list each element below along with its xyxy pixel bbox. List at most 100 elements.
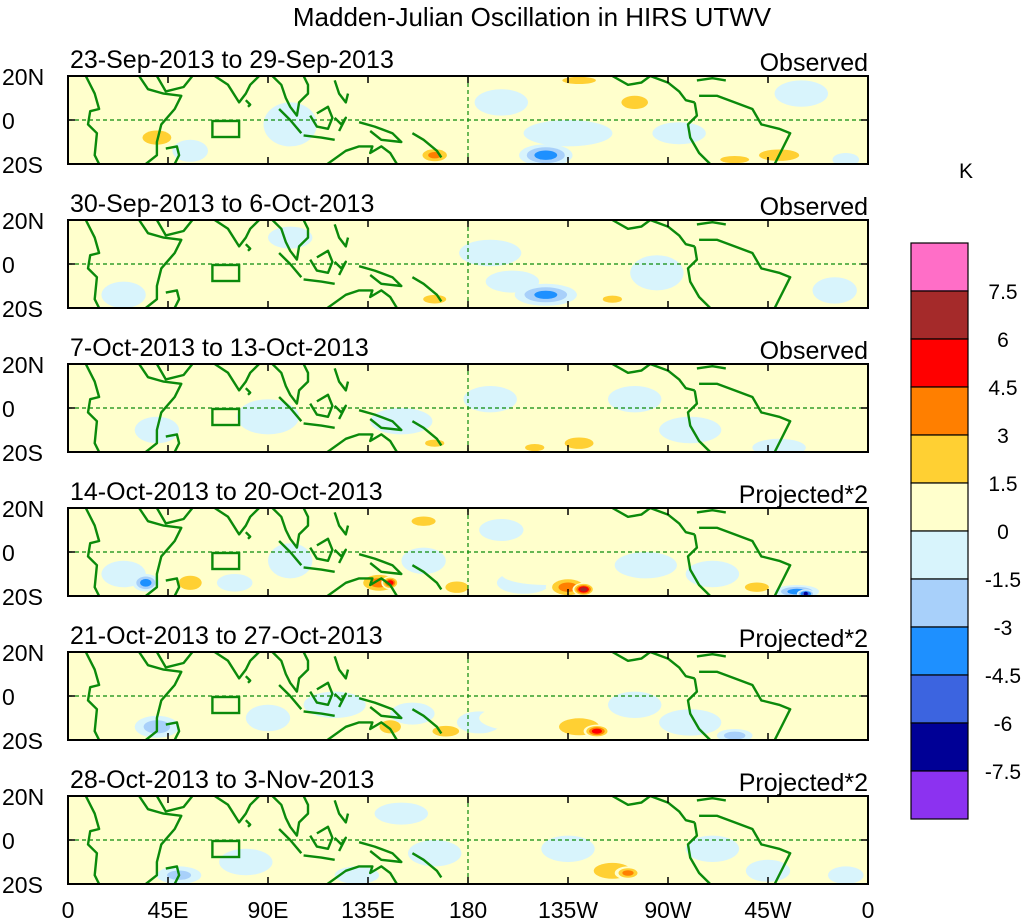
anomaly-contour — [652, 122, 706, 145]
y-tick-label: 0 — [2, 108, 15, 134]
coastline — [696, 797, 726, 802]
coastline — [358, 697, 403, 720]
index-box-outline — [211, 551, 241, 571]
coastline — [325, 433, 398, 452]
coastline — [309, 393, 334, 418]
colorbar-swatch — [910, 290, 969, 340]
anomaly-contour — [659, 416, 722, 444]
coastline — [333, 800, 350, 824]
x-tick-label: 135E — [341, 897, 395, 922]
anomaly-contour — [621, 95, 648, 109]
anomaly-contour — [245, 704, 291, 732]
colorbar-units-label: K — [959, 160, 973, 183]
coastline — [699, 94, 792, 164]
anomaly-field — [101, 512, 857, 596]
colorbar-tick-label: -7.5 — [985, 761, 1021, 784]
y-tick-label: 20S — [2, 296, 43, 322]
coastline — [138, 796, 183, 884]
coastline — [411, 132, 443, 159]
coastline — [411, 708, 443, 735]
anomaly-contour — [745, 663, 791, 685]
coastline — [214, 508, 260, 536]
coastline — [155, 796, 194, 813]
anomaly-contour — [774, 80, 828, 107]
anomaly-contour — [630, 255, 684, 291]
anomaly-contour — [219, 848, 273, 876]
anomaly-contour — [523, 120, 613, 147]
y-tick-label: 20S — [2, 728, 43, 754]
anomaly-contour — [303, 835, 366, 862]
anomaly-field — [108, 76, 860, 164]
colorbar: K 7.5 6 4.5 3 1.5 0 -1.5 -3 -4.5 -6 -7.5 — [910, 160, 1021, 820]
anomaly-contour — [591, 728, 603, 734]
anomaly-contour — [268, 226, 313, 249]
colorbar-tick-label: 1.5 — [988, 473, 1017, 496]
y-tick-label: 20S — [2, 872, 43, 898]
colorbar-tick-label: -6 — [994, 713, 1013, 736]
anomaly-contour — [479, 704, 568, 732]
x-tick-label: 90W — [644, 897, 692, 922]
index-box-outline — [211, 839, 241, 859]
map-panel: 20N 0 20S 21-Oct-2013 to 27-Oct-2013 Project… — [2, 622, 869, 754]
coastline — [244, 387, 252, 396]
coastline — [699, 670, 792, 740]
coastline — [84, 796, 101, 884]
coastline — [696, 220, 726, 226]
coastline — [649, 796, 695, 824]
coastline — [333, 368, 350, 392]
coastline — [333, 656, 350, 680]
colorbar-swatch — [910, 242, 969, 292]
anomaly-contour — [622, 870, 634, 876]
colorbar-swatch — [910, 434, 969, 484]
x-tick-label: 180 — [449, 897, 487, 922]
anomaly-contour — [602, 295, 623, 303]
coastline — [325, 865, 398, 884]
map-panel: 20N 0 20S 30-Sep-2013 to 6-Oct-2013 Observed — [2, 190, 869, 322]
coastline — [309, 537, 334, 562]
coastline — [696, 76, 726, 82]
panel-type-label: Projected*2 — [739, 481, 868, 509]
colorbar-tick-label: 4.5 — [988, 377, 1017, 400]
anomaly-contour — [236, 399, 300, 435]
y-tick-label: 20S — [2, 152, 43, 178]
coastline — [244, 819, 252, 828]
x-axis-tick-labels: 0 45E 90E 135E 180 135W 90W 45W 0 — [62, 897, 875, 922]
coastline-overlay — [84, 796, 792, 884]
x-tick-label: 135W — [538, 897, 598, 922]
colorbar-tick-label: 3 — [997, 425, 1009, 448]
anomaly-contour — [201, 512, 246, 539]
coastline — [358, 553, 403, 576]
coastline — [686, 246, 712, 308]
anomaly-contour — [101, 281, 146, 308]
anomaly-contour — [790, 818, 835, 845]
colorbar-swatch — [910, 770, 969, 820]
anomaly-contour — [659, 709, 722, 736]
anomaly-contour — [423, 294, 447, 304]
coastline — [271, 652, 310, 693]
colorbar-tick-label: 7.5 — [988, 281, 1017, 304]
coastline — [278, 252, 303, 278]
coastline — [649, 364, 695, 392]
anomaly-contour — [812, 394, 857, 430]
y-tick-label: 0 — [2, 828, 15, 854]
coastline-overlay — [84, 508, 792, 596]
anomaly-contour — [832, 153, 860, 164]
anomaly-contour — [140, 579, 152, 587]
index-box-outline — [211, 695, 241, 715]
anomaly-contour — [219, 660, 273, 688]
coastline — [278, 540, 303, 566]
colorbar-swatch — [910, 386, 969, 436]
y-tick-label: 20N — [2, 208, 44, 234]
coastline — [309, 249, 334, 274]
coastline — [271, 364, 310, 405]
anomaly-contour — [534, 290, 558, 299]
colorbar-tick-label: -4.5 — [985, 665, 1021, 688]
coastline-overlay — [84, 652, 792, 740]
coastline — [699, 526, 792, 596]
y-tick-label: 0 — [2, 540, 15, 566]
anomaly-contour — [374, 802, 428, 825]
coastline — [611, 76, 651, 87]
coastline — [333, 512, 350, 536]
coastline — [84, 220, 101, 308]
x-tick-label: 0 — [862, 897, 875, 922]
